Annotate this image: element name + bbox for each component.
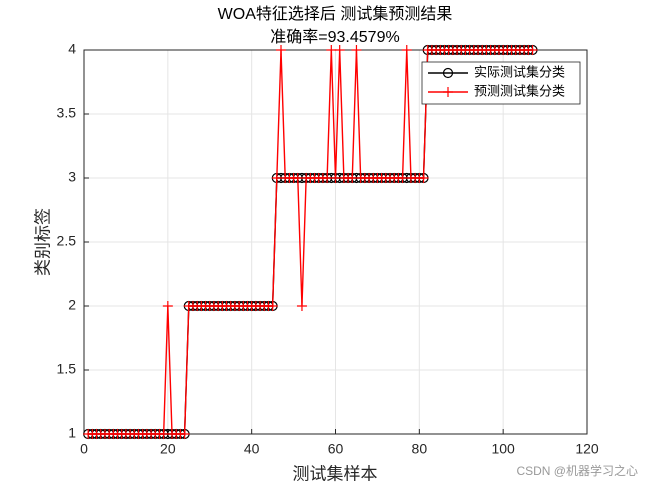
y-axis-label: 类别标签 [34,208,54,276]
y-tick-label: 1 [68,425,76,441]
chart-subtitle: 准确率=93.4579% [270,28,399,46]
x-tick-label: 20 [160,441,176,457]
marker-plus [296,301,307,311]
y-tick-label: 4 [68,41,76,57]
marker-plus [267,301,278,311]
marker-plus [179,429,190,439]
marker-plus [351,45,362,55]
y-tick-label: 2 [68,297,76,313]
x-axis-label: 测试集样本 [293,465,378,485]
marker-plus [276,45,287,55]
marker-plus [347,173,358,183]
chart-title: WOA特征选择后 测试集预测结果 [218,5,453,23]
y-tick-label: 3 [68,169,76,185]
marker-plus [292,173,303,183]
series [83,45,538,439]
x-tick-label: 60 [328,441,344,457]
legend-label: 实际测试集分类 [474,65,565,81]
y-tick-label: 3.5 [57,105,77,121]
x-tick-label: 120 [575,441,599,457]
x-tick-label: 100 [491,441,515,457]
x-tick-label: 80 [412,441,428,457]
marker-plus [158,429,169,439]
y-tick-label: 1.5 [57,361,77,377]
marker-plus [334,45,345,55]
x-tick-label: 40 [244,441,260,457]
x-tick-label: 0 [80,441,88,457]
marker-plus [443,87,453,97]
marker-circle [442,67,454,79]
marker-plus [527,45,538,55]
legend-label: 预测测试集分类 [474,84,565,100]
marker-plus [330,173,341,183]
marker-plus [271,173,282,183]
marker-plus [397,173,408,183]
marker-plus [418,173,429,183]
marker-plus [401,45,412,55]
y-tick-label: 2.5 [57,233,77,249]
marker-plus [326,45,337,55]
marker-plus [162,301,173,311]
watermark: CSDN @机器学习之心 [516,463,638,478]
marker-plus [322,173,333,183]
